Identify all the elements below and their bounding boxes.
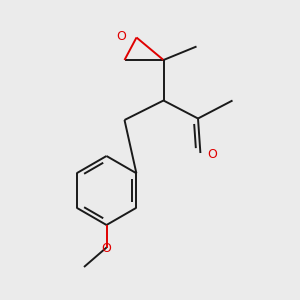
Text: O: O: [117, 29, 126, 43]
Text: O: O: [102, 242, 111, 255]
Text: O: O: [207, 148, 217, 161]
